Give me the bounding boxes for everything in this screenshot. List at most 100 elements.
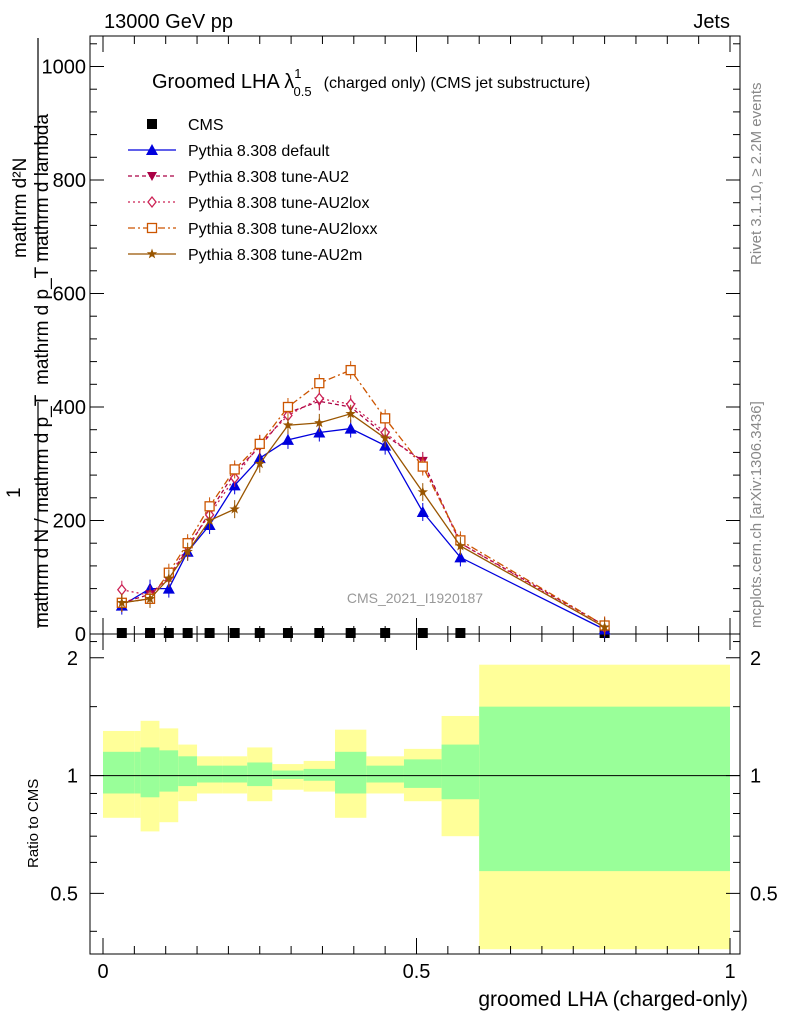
- data-point-au2m: [417, 486, 428, 497]
- data-point-au2m: [314, 417, 325, 428]
- data-point-cms: [229, 628, 240, 638]
- data-point-au2m: [204, 515, 215, 525]
- ylabel-top-alt: mathrm d p_T mathrm d lambda: [32, 114, 53, 385]
- data-point-default: [313, 426, 326, 438]
- data-point-au2m: [116, 597, 127, 608]
- data-point-au2m: [282, 419, 294, 430]
- ratio-inner-band: [303, 768, 335, 781]
- y-tick-label: 0: [75, 624, 86, 646]
- ratio-inner-band: [479, 706, 730, 872]
- series-au2m: [116, 404, 610, 637]
- x-tick-label: 0: [97, 961, 108, 983]
- title-main: Groomed LHA λ: [152, 71, 294, 93]
- data-point-cms: [182, 628, 193, 638]
- data-point-default: [344, 422, 357, 434]
- x-tick-label: 0.5: [403, 961, 431, 983]
- ylabel-one: 1: [4, 487, 25, 498]
- data-point-cms: [380, 628, 391, 638]
- ratio-inner-band: [140, 747, 160, 798]
- y-tick-label: 600: [53, 284, 86, 306]
- plot-title: Groomed LHA λ1 0.5 (charged only) (CMS jet…: [152, 66, 590, 99]
- ratio-inner-band: [134, 751, 141, 794]
- y-tick-label: 1000: [42, 57, 87, 79]
- series-line-au2loxx: [121, 369, 605, 627]
- data-point-default: [454, 551, 467, 563]
- ratio-plot-frame: [89, 633, 741, 955]
- legend-marker: [147, 119, 157, 129]
- series-line-au2m: [121, 413, 605, 628]
- legend-item-default: Pythia 8.308 default: [128, 143, 330, 160]
- main-y-ticks: 0 200 400 600 800 1000: [42, 43, 740, 646]
- series-cms: [116, 628, 610, 638]
- ratio-y-ticks: 0.5 0.5 1 1 2 2: [50, 641, 778, 932]
- ratio-tick-label: 1: [750, 766, 761, 788]
- data-point-au2loxx: [204, 501, 215, 512]
- header-left: 13000 GeV pp: [104, 11, 233, 33]
- ratio-tick-label: 1: [67, 766, 78, 788]
- data-point-au2m: [182, 546, 193, 557]
- data-point-cms: [417, 628, 428, 638]
- x-tick-label: 1: [724, 961, 735, 983]
- legend: CMS Pythia 8.308 default Pythia 8.308 tune…: [128, 117, 377, 264]
- ratio-inner-band: [103, 751, 135, 794]
- ratio-inner-band: [366, 765, 404, 783]
- legend-item-cms: CMS: [147, 117, 224, 134]
- data-point-au2lox: [116, 583, 127, 596]
- series-line-au2: [121, 400, 605, 627]
- legend-item-au2lox: Pythia 8.308 tune-AU2lox: [128, 195, 369, 212]
- title-rest: (charged only) (CMS jet substructure): [324, 75, 591, 92]
- title-sup: 1: [294, 66, 301, 81]
- legend-label: Pythia 8.308 default: [188, 143, 330, 160]
- data-point-au2loxx: [229, 464, 240, 475]
- legend-label: Pythia 8.308 tune-AU2m: [188, 247, 362, 264]
- ratio-inner-band: [178, 756, 198, 787]
- ratio-inner-band: [403, 759, 442, 788]
- data-point-au2loxx: [282, 401, 294, 413]
- main-y-label: mathrm d²N mathrm d p_T mathrm d lambda …: [4, 38, 53, 628]
- ylabel-top: mathrm d²N: [10, 158, 31, 258]
- data-point-au2m: [229, 503, 240, 514]
- svg-text:Groomed LHA λ10.5(charged only: Groomed LHA λ1 0.5 (charged only) (CMS jet…: [152, 66, 590, 99]
- watermark: CMS_2021_I1920187: [347, 590, 483, 606]
- legend-label: Pythia 8.308 tune-AU2: [188, 169, 349, 186]
- legend-marker: [146, 144, 158, 155]
- x-axis-label: groomed LHA (charged-only): [478, 988, 748, 1011]
- data-point-au2m: [163, 572, 175, 583]
- ratio-inner-band: [159, 750, 179, 792]
- title-sub: 0.5: [294, 84, 312, 99]
- data-point-default: [162, 582, 175, 594]
- legend-marker: [147, 172, 157, 181]
- ratio-tick-label: 0.5: [750, 883, 778, 905]
- ratio-inner-band: [334, 751, 367, 794]
- header-right: Jets: [693, 11, 730, 33]
- ratio-tick-label: 2: [750, 648, 761, 670]
- data-point-default: [281, 433, 294, 445]
- legend-item-au2: Pythia 8.308 tune-AU2: [128, 169, 349, 186]
- legend-item-au2loxx: Pythia 8.308 tune-AU2loxx: [128, 221, 377, 238]
- legend-label: CMS: [188, 117, 224, 134]
- legend-marker: [147, 195, 157, 209]
- data-point-au2loxx: [254, 438, 265, 450]
- data-point-au2m: [144, 593, 156, 604]
- ratio-inner-band: [197, 765, 223, 783]
- data-point-au2m: [599, 621, 610, 632]
- data-point-au2loxx: [345, 364, 356, 376]
- ratio-inner-band: [272, 770, 304, 779]
- data-point-au2loxx: [417, 461, 428, 472]
- legend-item-au2m: Pythia 8.308 tune-AU2m: [128, 247, 362, 264]
- rivet-label: Rivet 3.1.10, ≥ 2.2M events: [748, 83, 765, 266]
- legend-label: Pythia 8.308 tune-AU2loxx: [188, 221, 377, 238]
- data-point-au2loxx: [314, 378, 325, 389]
- data-point-au2loxx: [379, 413, 391, 424]
- data-point-default: [416, 505, 429, 517]
- data-point-cms: [145, 628, 156, 638]
- data-point-cms: [254, 628, 265, 638]
- ratio-tick-label: 2: [67, 648, 78, 670]
- legend-label: Pythia 8.308 tune-AU2lox: [188, 195, 369, 212]
- data-point-cms: [345, 628, 356, 638]
- legend-marker: [146, 248, 158, 259]
- data-point-au2m: [455, 540, 466, 551]
- y-tick-label: 200: [53, 511, 86, 533]
- legend-marker: [146, 222, 158, 234]
- mcplots-label: mcplots.cern.ch [arXiv:1306.3436]: [748, 401, 765, 628]
